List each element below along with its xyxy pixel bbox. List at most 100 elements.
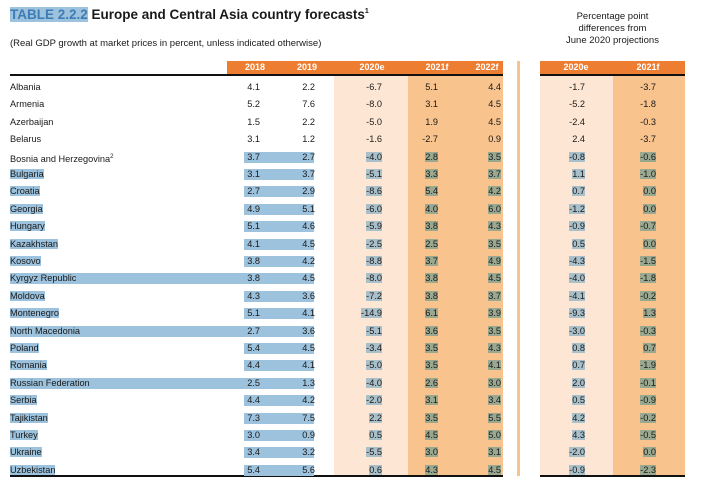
diff-2021f: -1.9 [616,358,656,372]
cell-value: 7.3 [247,412,260,423]
col-header-2019: 2019 [296,62,318,72]
cell-value: -1.6 [366,134,382,145]
cell-value: -1.5 [640,256,656,266]
cell-value: -1.8 [640,99,656,110]
country-name-text: Serbia [10,395,37,406]
value-2018: 7.3 [220,411,260,425]
table-number: TABLE 2.2.2 [10,7,88,22]
diff-2020e: -1.2 [545,202,585,216]
cell-value: -5.0 [366,116,382,127]
value-2021f: 3.5 [398,358,438,372]
table-row: North Macedonia 2.7 3.6 -5.1 3.6 3.5 -3.0 -0.3 [0,324,717,338]
value-2021f: 6.1 [398,306,438,320]
country-name: Russian Federation [10,376,90,390]
value-2019: 4.5 [275,271,315,285]
cell-value: -2.4 [569,116,585,127]
value-2020e: -4.0 [342,150,382,164]
table-row: Georgia 4.9 5.1 -6.0 4.0 6.0 -1.2 0.0 [0,202,717,216]
value-2019: 3.6 [275,324,315,338]
col-bg-edge [517,61,520,476]
cell-value: 4.1 [302,308,315,319]
diff-2021f: 0.0 [616,237,656,251]
cell-value: 3.5 [488,238,501,249]
col-header-2022f: 2022f [475,62,499,72]
diff-2020e: -4.3 [545,254,585,268]
diff-2021f: 0.7 [616,341,656,355]
cell-value: 1.2 [302,134,315,145]
selection-highlight [244,343,314,354]
cell-value: 3.0 [425,447,438,458]
value-2022f: 4.9 [461,254,501,268]
col-header-2018: 2018 [244,62,266,72]
value-2019: 5.1 [275,202,315,216]
cell-value: -0.9 [569,464,585,475]
country-name: Uzbekistan [10,463,56,477]
cell-value: 2.7 [247,186,260,197]
cell-value: 3.7 [488,169,501,179]
diff-2020e: 4.3 [545,428,585,442]
cell-value: 5.1 [425,82,438,92]
value-2020e: -5.1 [342,167,382,181]
country-name-text: Armenia [10,99,45,110]
cell-value: 2.0 [572,377,585,388]
cell-value: -4.1 [569,290,585,301]
value-2019: 2.2 [275,115,315,129]
value-2020e: -7.2 [342,289,382,303]
cell-value: 0.9 [488,134,501,145]
value-2022f: 3.5 [461,324,501,338]
diff-title-line: differences from [578,23,647,34]
table-row: Poland 5.4 4.5 -3.4 3.5 4.3 0.8 0.7 [0,341,717,355]
table-subtitle: (Real GDP growth at market prices in per… [10,38,322,49]
value-2019: 4.1 [275,306,315,320]
cell-value: 4.1 [488,360,501,371]
diff-2020e: -4.1 [545,289,585,303]
cell-value: 4.6 [302,221,315,232]
cell-value: 2.9 [302,186,315,197]
value-2022f: 4.5 [461,463,501,477]
country-name-text: Kosovo [10,256,41,266]
cell-value: -6.7 [366,82,382,92]
cell-value: -0.1 [640,377,656,388]
country-name-text: Russian Federation [10,377,90,388]
diff-2020e: 2.0 [545,376,585,390]
cell-value: -2.0 [569,447,585,458]
value-2019: 2.2 [275,80,315,94]
selection-highlight [10,377,314,389]
diff-header-bar [540,61,685,74]
cell-value: -4.0 [366,377,382,388]
cell-value: 2.8 [425,151,438,162]
table-row: Albania 4.1 2.2 -6.7 5.1 4.4 -1.7 -3.7 [0,80,717,94]
cell-value: 2.2 [369,412,382,423]
value-2022f: 3.5 [461,237,501,251]
value-2018: 4.1 [220,80,260,94]
selection-highlight [244,430,314,441]
table-row: Kazakhstan 4.1 4.5 -2.5 2.5 3.5 0.5 0.0 [0,237,717,251]
value-2019: 7.5 [275,411,315,425]
col-header-2020e: 2020e [359,62,385,72]
table-row: Ukraine 3.4 3.2 -5.5 3.0 3.1 -2.0 0.0 [0,445,717,459]
diff-2021f: -0.5 [616,428,656,442]
cell-value: 5.2 [247,99,260,110]
value-2018: 3.4 [220,445,260,459]
diff-2020e: -2.4 [545,115,585,129]
table-row: Moldova 4.3 3.6 -7.2 3.8 3.7 -4.1 -0.2 [0,289,717,303]
cell-value: 3.1 [425,395,438,406]
value-2021f: 3.7 [398,254,438,268]
value-2018: 1.5 [220,115,260,129]
value-2022f: 6.0 [461,202,501,216]
value-2021f: 5.1 [398,80,438,94]
value-2020e: -5.0 [342,115,382,129]
value-2021f: 4.3 [398,463,438,477]
diff-2021f: -2.3 [616,463,656,477]
diff-2021f: -0.2 [616,411,656,425]
selection-highlight [10,273,314,285]
value-2020e: 0.5 [342,428,382,442]
cell-value: 0.0 [643,203,656,214]
cell-value: 4.9 [488,256,501,266]
cell-value: 1.5 [247,116,260,127]
table-row: Belarus 3.1 1.2 -1.6 -2.7 0.9 2.4 -3.7 [0,132,717,146]
cell-value: 5.4 [247,464,260,475]
main-header-bar [227,61,503,74]
value-2018: 4.4 [220,358,260,372]
cell-value: 4.5 [302,238,315,249]
